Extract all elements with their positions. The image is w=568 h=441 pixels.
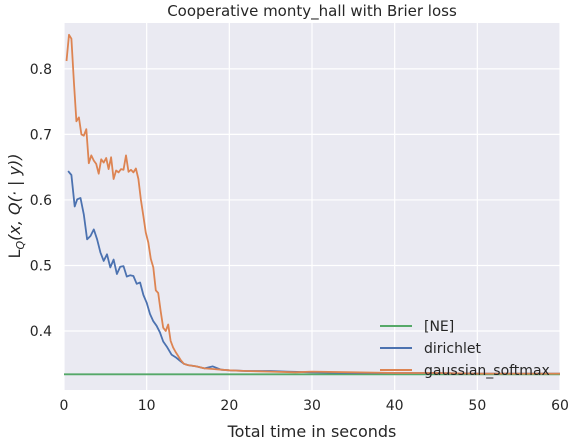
series-layer	[64, 33, 560, 376]
x-tick-label: 30	[303, 398, 321, 414]
y-tick-label: 0.4	[30, 324, 52, 340]
x-tick-label: 0	[60, 398, 69, 414]
legend: [NE] dirichlet gaussian_softmax	[380, 319, 550, 379]
legend-label-ne: [NE]	[424, 319, 454, 335]
ticks: 0 10 20 30 40 50 60 0.4 0.5 0.6 0.7 0.8	[30, 62, 568, 414]
legend-label-gaussian-softmax: gaussian_softmax	[424, 363, 550, 379]
x-tick-label: 10	[138, 398, 156, 414]
x-axis-label: Total time in seconds	[227, 422, 397, 441]
chart-title: Cooperative monty_hall with Brier loss	[167, 2, 457, 21]
y-tick-label: 0.5	[30, 258, 52, 274]
y-tick-label: 0.6	[30, 193, 52, 209]
y-axis-label: LQ(x, Q(· | y))	[5, 154, 27, 259]
x-tick-label: 40	[386, 398, 404, 414]
y-tick-label: 0.8	[30, 62, 52, 78]
series-line-gaussian-softmax	[65, 33, 560, 375]
legend-label-dirichlet: dirichlet	[424, 341, 481, 357]
y-tick-label: 0.7	[30, 127, 52, 143]
x-tick-label: 60	[551, 398, 568, 414]
grid	[63, 23, 561, 390]
x-tick-label: 50	[468, 398, 486, 414]
x-tick-label: 20	[220, 398, 238, 414]
